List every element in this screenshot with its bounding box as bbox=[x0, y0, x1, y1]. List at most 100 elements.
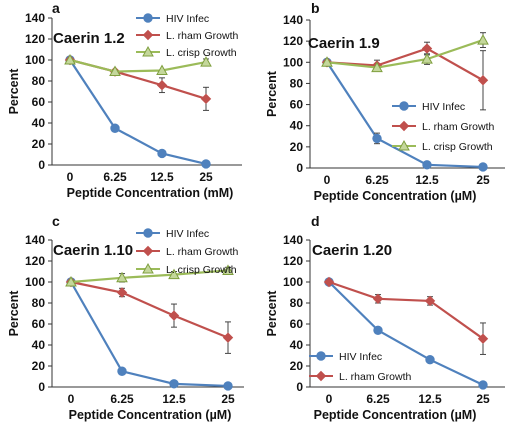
legend-label: L. rham Growth bbox=[166, 246, 239, 258]
y-tick-label: 20 bbox=[290, 359, 304, 373]
data-point bbox=[168, 268, 180, 280]
y-tick-label: 60 bbox=[32, 317, 46, 331]
x-tick-label: 12.5 bbox=[415, 173, 439, 187]
series-line bbox=[69, 58, 207, 73]
y-tick-label: 80 bbox=[32, 296, 46, 310]
x-tick-label: 0 bbox=[324, 173, 331, 187]
y-tick-label: 40 bbox=[32, 338, 46, 352]
y-tick-label: 140 bbox=[25, 233, 45, 247]
data-point bbox=[64, 53, 76, 65]
data-point bbox=[116, 287, 128, 298]
legend-label: HIV Infec bbox=[339, 351, 382, 363]
series-line bbox=[326, 61, 484, 169]
y-tick-label: 20 bbox=[32, 137, 46, 151]
data-point bbox=[373, 325, 383, 335]
legend-label: L. crisp Growth bbox=[166, 264, 237, 276]
chart-panel-d: 0 20 40 60 80 100 120 140 0 6.25 12.5 25 Peptide Con… bbox=[265, 213, 505, 422]
series-line bbox=[328, 281, 484, 386]
panel-title: Caerin 1.20 bbox=[312, 242, 392, 259]
y-tick-label: 120 bbox=[283, 254, 303, 268]
series-l-rham-growth bbox=[64, 54, 212, 111]
y-tick-label: 0 bbox=[38, 158, 45, 172]
series-l-rham-growth bbox=[321, 41, 489, 111]
panel-letter: c bbox=[52, 213, 60, 229]
y-tick-label: 120 bbox=[25, 32, 45, 46]
y-tick-label: 100 bbox=[25, 53, 45, 67]
legend-entry: L. rham Growth bbox=[136, 29, 239, 42]
y-axis-title: Percent bbox=[265, 70, 279, 117]
series-l-crisp-growth bbox=[321, 32, 489, 73]
data-point bbox=[422, 160, 432, 170]
legend-label: L. crisp Growth bbox=[166, 47, 237, 59]
legend-label: HIV Infec bbox=[166, 13, 209, 25]
series-line bbox=[70, 269, 229, 284]
data-point bbox=[223, 381, 233, 391]
legend-swatch-marker bbox=[398, 139, 410, 151]
series-line bbox=[70, 281, 229, 388]
y-tick-label: 140 bbox=[25, 11, 45, 25]
data-point bbox=[421, 43, 433, 54]
y-tick-label: 60 bbox=[290, 98, 304, 112]
y-tick-label: 80 bbox=[290, 76, 304, 90]
x-tick-label: 12.5 bbox=[418, 392, 442, 406]
x-axis-title: Peptide Concentration (µM) bbox=[314, 189, 477, 203]
data-point bbox=[477, 75, 489, 86]
series-l-rham-growth bbox=[65, 276, 234, 354]
legend-swatch-marker bbox=[399, 101, 409, 111]
data-point bbox=[424, 295, 436, 307]
y-tick-label: 120 bbox=[283, 34, 303, 48]
series-line bbox=[69, 59, 207, 166]
x-tick-label: 25 bbox=[221, 392, 235, 406]
legend-entry: L. crisp Growth bbox=[136, 45, 237, 59]
y-tick-label: 100 bbox=[25, 275, 45, 289]
legend-entry: L. rham Growth bbox=[309, 370, 412, 383]
y-tick-label: 100 bbox=[283, 275, 303, 289]
x-tick-label: 0 bbox=[326, 392, 333, 406]
legend-entry: L. rham Growth bbox=[136, 245, 239, 258]
x-tick-label: 25 bbox=[476, 173, 490, 187]
data-point bbox=[372, 133, 382, 144]
legend-swatch-marker bbox=[143, 13, 153, 23]
data-point bbox=[478, 380, 488, 390]
series-line bbox=[70, 280, 229, 339]
legend-swatch-marker bbox=[143, 228, 153, 238]
legend-label: L. crisp Growth bbox=[422, 141, 493, 153]
x-tick-label: 0 bbox=[67, 170, 74, 184]
chart-panel-b: 0 20 40 60 80 100 120 140 0 6.25 12.5 25 Peptide Con… bbox=[265, 0, 505, 203]
x-tick-label: 6.25 bbox=[103, 170, 127, 184]
legend-label: L. rham Growth bbox=[339, 371, 412, 383]
y-tick-label: 140 bbox=[283, 13, 303, 27]
data-point bbox=[323, 276, 335, 288]
data-point bbox=[110, 123, 120, 133]
y-tick-label: 0 bbox=[296, 161, 303, 175]
data-point bbox=[200, 93, 212, 105]
y-tick-label: 0 bbox=[296, 380, 303, 394]
data-point bbox=[222, 332, 234, 343]
x-axis-title: Peptide Concentration (µM) bbox=[314, 408, 477, 422]
legend-entry: L. rham Growth bbox=[392, 120, 495, 133]
series-hiv-infec bbox=[324, 277, 488, 390]
series-hiv-infec bbox=[66, 277, 233, 391]
chart-panel-c: 0 20 40 60 80 100 120 140 0 6.25 12.5 25 Peptide Con… bbox=[7, 213, 244, 422]
data-point bbox=[117, 366, 127, 376]
series-line bbox=[326, 39, 484, 69]
x-axis-title: Peptide Concentration (mM) bbox=[67, 186, 234, 200]
x-axis-title: Peptide Concentration (µM) bbox=[69, 408, 232, 422]
data-point bbox=[65, 275, 77, 287]
legend-label: L. rham Growth bbox=[166, 30, 239, 42]
legend-swatch-marker bbox=[142, 262, 154, 274]
legend-entry: L. crisp Growth bbox=[392, 139, 493, 153]
data-point bbox=[157, 148, 167, 159]
y-tick-label: 120 bbox=[25, 254, 45, 268]
data-point bbox=[201, 159, 211, 169]
data-point bbox=[371, 61, 383, 73]
y-tick-label: 20 bbox=[290, 140, 304, 154]
legend-label: HIV Infec bbox=[422, 101, 465, 113]
legend-swatch-marker bbox=[142, 29, 154, 41]
chart-panel-a: 0 20 40 60 80 100 120 140 0 6.25 12.5 25 Peptide Con… bbox=[7, 0, 242, 200]
legend-label: HIV Infec bbox=[166, 228, 209, 240]
panel-letter: a bbox=[52, 0, 60, 16]
legend-swatch-marker bbox=[316, 351, 326, 361]
data-point bbox=[169, 379, 179, 389]
y-axis-title: Percent bbox=[7, 290, 21, 337]
